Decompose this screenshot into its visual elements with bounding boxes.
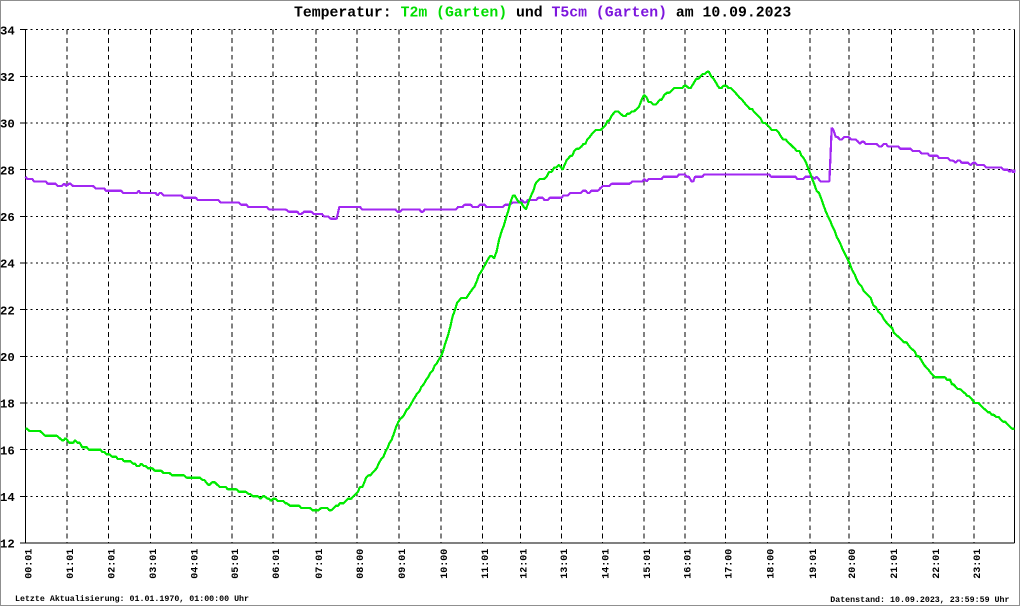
svg-text:24: 24 xyxy=(0,258,15,272)
svg-text:32: 32 xyxy=(0,71,15,85)
svg-text:17:00: 17:00 xyxy=(724,549,735,579)
svg-text:28: 28 xyxy=(0,164,15,178)
svg-text:06:01: 06:01 xyxy=(272,549,283,579)
svg-text:12: 12 xyxy=(0,538,15,552)
svg-text:10:00: 10:00 xyxy=(440,549,451,579)
svg-text:11:01: 11:01 xyxy=(481,549,492,579)
svg-text:Datenstand: 10.09.2023, 23:59:: Datenstand: 10.09.2023, 23:59:59 Uhr xyxy=(830,595,1009,605)
svg-text:19:01: 19:01 xyxy=(809,549,820,579)
svg-text:01:01: 01:01 xyxy=(66,549,77,579)
svg-text:16: 16 xyxy=(0,444,15,458)
svg-text:02:01: 02:01 xyxy=(107,549,118,579)
svg-text:30: 30 xyxy=(0,118,15,132)
svg-text:23:01: 23:01 xyxy=(973,549,984,579)
svg-text:20:00: 20:00 xyxy=(848,549,859,579)
svg-text:04:01: 04:01 xyxy=(190,549,201,579)
svg-text:15:01: 15:01 xyxy=(643,549,654,579)
svg-text:07:01: 07:01 xyxy=(315,549,326,579)
svg-text:13:01: 13:01 xyxy=(560,549,571,579)
svg-text:14:01: 14:01 xyxy=(601,549,612,579)
svg-text:16:01: 16:01 xyxy=(684,549,695,579)
svg-text:05:01: 05:01 xyxy=(231,549,242,579)
svg-text:00:01: 00:01 xyxy=(24,549,35,579)
svg-text:08:00: 08:00 xyxy=(356,549,367,579)
svg-text:14: 14 xyxy=(0,491,15,505)
svg-text:22: 22 xyxy=(0,304,15,318)
svg-text:22:01: 22:01 xyxy=(932,549,943,579)
svg-text:21:01: 21:01 xyxy=(890,549,901,579)
svg-text:18: 18 xyxy=(0,398,15,412)
svg-text:Temperatur: T2m (Garten) und T: Temperatur: T2m (Garten) und T5cm (Garte… xyxy=(294,5,791,21)
svg-text:09:01: 09:01 xyxy=(398,549,409,579)
svg-text:26: 26 xyxy=(0,211,15,225)
svg-text:34: 34 xyxy=(0,24,15,38)
svg-text:20: 20 xyxy=(0,351,15,365)
svg-text:Letzte Aktualisierung: 01.01.1: Letzte Aktualisierung: 01.01.1970, 01:00… xyxy=(15,594,249,604)
svg-text:03:01: 03:01 xyxy=(149,549,160,579)
svg-text:12:01: 12:01 xyxy=(519,549,530,579)
svg-text:18:00: 18:00 xyxy=(766,549,777,579)
